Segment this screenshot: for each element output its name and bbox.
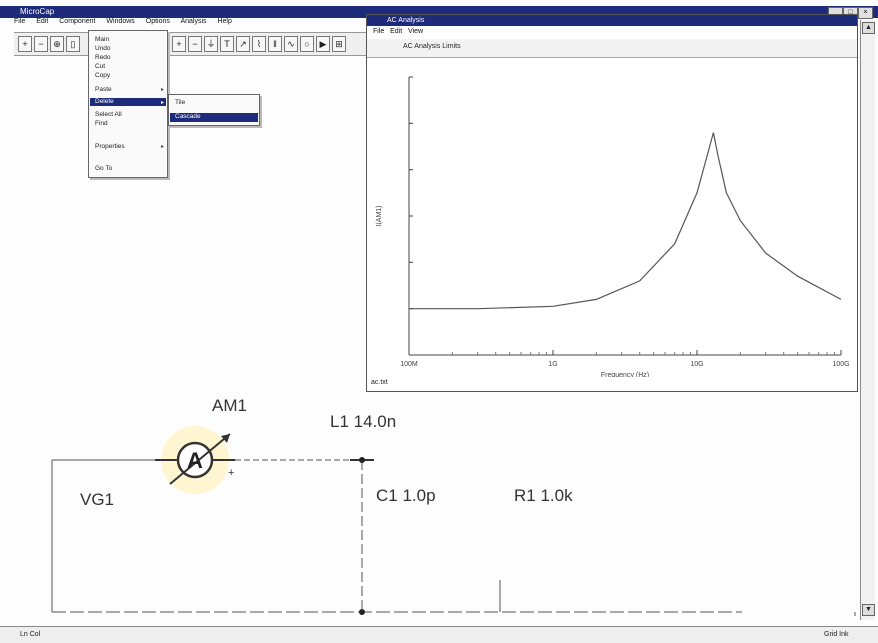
paste-icon[interactable]: + bbox=[172, 36, 186, 52]
frequency-response-chart: 100M 1G 10G 100G Frequency (Hz) I(AM1) bbox=[376, 76, 850, 377]
ammeter-label: AM1 bbox=[212, 396, 247, 415]
copy-icon[interactable]: ▯ bbox=[66, 36, 80, 52]
menu-edit[interactable]: Edit bbox=[36, 18, 49, 25]
plot-menu-edit[interactable]: Edit bbox=[390, 28, 403, 35]
probe-icon[interactable]: ↗ bbox=[236, 36, 250, 52]
run-icon[interactable]: ▶ bbox=[316, 36, 330, 52]
source-label: VG1 bbox=[80, 490, 115, 509]
x-tick-label: 100G bbox=[832, 361, 849, 368]
plot-toolbar-text: AC Analysis Limits bbox=[403, 43, 461, 50]
plot-window-title: AC Analysis bbox=[387, 17, 425, 24]
save-icon[interactable]: − bbox=[34, 36, 48, 52]
ammeter-plus-sign: + bbox=[228, 467, 234, 479]
menu-help[interactable]: Help bbox=[217, 18, 232, 25]
chart-layer: 100M 1G 10G 100G Frequency (Hz) I(AM1) bbox=[376, 76, 850, 377]
plot-window: AC Analysis File Edit View AC Analysis L… bbox=[366, 14, 858, 392]
submenu-item-tile[interactable]: Tile bbox=[175, 99, 186, 106]
dropdown-item[interactable]: Main bbox=[95, 36, 110, 43]
main-toolbar: + − ⊕ ▯ + − ⏚ T ↗ ⌇ ‖ ∿ ○ ▶ ⊞ bbox=[14, 32, 366, 56]
menu-analysis[interactable]: Analysis bbox=[180, 18, 207, 25]
close-icon[interactable]: × bbox=[858, 7, 873, 19]
dropdown-item[interactable]: Find bbox=[95, 120, 108, 127]
status-bar: Ln Col Grid Ink bbox=[0, 626, 878, 643]
dropdown-selected-highlight bbox=[90, 98, 166, 106]
inductor-tool-icon[interactable]: ∿ bbox=[284, 36, 298, 52]
menu-component[interactable]: Component bbox=[59, 18, 96, 25]
edit-dropdown-menu: Main Undo Redo Cut Copy Paste Delete Sel… bbox=[88, 30, 168, 178]
plot-status: ac.txt bbox=[371, 379, 388, 386]
menu-file[interactable]: File bbox=[14, 18, 26, 25]
zoom-icon[interactable]: ⊞ bbox=[332, 36, 346, 52]
submenu-selected-highlight bbox=[170, 113, 258, 122]
plot-menu-view[interactable]: View bbox=[408, 28, 424, 35]
dropdown-item[interactable]: Cut bbox=[95, 63, 106, 70]
cut-icon[interactable]: ⊕ bbox=[50, 36, 64, 52]
dropdown-item[interactable]: Select All bbox=[95, 111, 122, 118]
wire-icon[interactable]: − bbox=[188, 36, 202, 52]
text-icon[interactable]: T bbox=[220, 36, 234, 52]
menu-bar: File Edit Component Windows Options Anal… bbox=[14, 18, 241, 30]
circuit-schematic: A + bbox=[51, 426, 856, 616]
submenu-arrow-icon: ▸ bbox=[161, 144, 165, 150]
dropdown-item[interactable]: Copy bbox=[95, 72, 111, 79]
resistor-tool-icon[interactable]: ⌇ bbox=[252, 36, 266, 52]
open-icon[interactable]: + bbox=[18, 36, 32, 52]
dropdown-item[interactable]: Go To bbox=[95, 165, 113, 172]
menu-windows[interactable]: Windows bbox=[106, 18, 135, 25]
dropdown-item[interactable]: Properties bbox=[95, 143, 125, 150]
scroll-down-icon[interactable]: ▼ bbox=[862, 604, 875, 616]
ammeter-arrow bbox=[169, 433, 231, 485]
junction-dot bbox=[359, 457, 365, 463]
ammeter-arrowhead bbox=[221, 434, 230, 443]
submenu-arrow-icon: ▸ bbox=[161, 87, 165, 93]
capacitor-label: C1 1.0p bbox=[376, 486, 436, 505]
plot-title-bar bbox=[367, 15, 857, 26]
x-axis-label: Frequency (Hz) bbox=[601, 372, 649, 377]
window-title: MicroCap bbox=[20, 7, 55, 16]
junction-dot bbox=[359, 609, 365, 615]
x-tick-label: 100M bbox=[400, 361, 418, 368]
dropdown-item[interactable]: Paste bbox=[95, 86, 112, 93]
scroll-up-icon[interactable]: ▲ bbox=[862, 22, 875, 34]
x-tick-label: 1G bbox=[548, 361, 557, 368]
menu-options[interactable]: Options bbox=[145, 18, 170, 25]
ground-icon[interactable]: ⏚ bbox=[204, 36, 218, 52]
x-tick-label: 10G bbox=[690, 361, 703, 368]
status-left: Ln Col bbox=[20, 631, 41, 638]
windows-submenu: Tile Cascade bbox=[168, 94, 260, 126]
series-line bbox=[409, 132, 842, 310]
plot-toolbar: AC Analysis Limits bbox=[367, 39, 857, 58]
submenu-item-cascade[interactable]: Cascade bbox=[175, 113, 201, 120]
y-axis-label: I(AM1) bbox=[376, 206, 383, 227]
source-tool-icon[interactable]: ○ bbox=[300, 36, 314, 52]
status-right: Grid Ink bbox=[824, 631, 849, 638]
ammeter-glyph: A bbox=[187, 448, 203, 473]
dropdown-item[interactable]: Redo bbox=[95, 54, 111, 61]
inductor-label: L1 14.0n bbox=[330, 412, 397, 431]
plot-menu-file[interactable]: File bbox=[373, 28, 385, 35]
resistor-label: R1 1.0k bbox=[514, 486, 573, 505]
dropdown-item[interactable]: Undo bbox=[95, 45, 111, 52]
vertical-scrollbar[interactable]: ▲ ▼ bbox=[860, 20, 875, 620]
dropdown-item-selected[interactable]: Delete bbox=[95, 98, 114, 105]
capacitor-tool-icon[interactable]: ‖ bbox=[268, 36, 282, 52]
plot-menu-bar: File Edit View bbox=[373, 28, 423, 35]
submenu-arrow-icon: ▸ bbox=[161, 100, 165, 106]
